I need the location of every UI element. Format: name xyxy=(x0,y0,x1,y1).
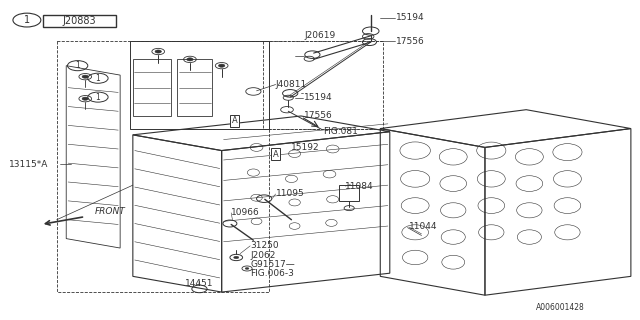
Circle shape xyxy=(187,58,193,61)
Circle shape xyxy=(155,50,161,53)
Circle shape xyxy=(82,75,88,78)
Text: 31250: 31250 xyxy=(250,241,279,250)
Circle shape xyxy=(234,256,239,259)
Text: J40811: J40811 xyxy=(276,80,307,89)
Text: J20619: J20619 xyxy=(304,31,335,40)
Text: 1: 1 xyxy=(95,92,100,102)
Text: 15194: 15194 xyxy=(396,13,425,22)
Text: 17556: 17556 xyxy=(396,37,425,46)
Text: 1: 1 xyxy=(95,74,100,83)
Text: 14451: 14451 xyxy=(185,279,214,288)
Text: A: A xyxy=(232,116,237,125)
Text: G91517—: G91517— xyxy=(250,260,295,269)
Text: 11095: 11095 xyxy=(276,189,305,198)
Bar xyxy=(339,185,359,201)
Text: 1: 1 xyxy=(24,15,30,25)
Text: FIG.081: FIG.081 xyxy=(323,127,358,136)
Text: 15192: 15192 xyxy=(291,143,320,152)
Text: J20883: J20883 xyxy=(62,16,96,26)
Circle shape xyxy=(245,268,249,269)
Text: 15194: 15194 xyxy=(304,92,333,102)
Text: 13115*A: 13115*A xyxy=(9,160,49,169)
Text: 1: 1 xyxy=(76,61,80,70)
Text: 10966: 10966 xyxy=(231,208,260,217)
Text: 11044: 11044 xyxy=(409,222,437,231)
Text: A006001428: A006001428 xyxy=(536,303,584,312)
Text: J2062: J2062 xyxy=(250,251,276,260)
Text: A: A xyxy=(273,150,278,159)
Circle shape xyxy=(218,64,225,67)
Text: 11084: 11084 xyxy=(346,181,374,191)
Circle shape xyxy=(82,97,88,100)
Circle shape xyxy=(13,13,41,27)
Text: FIG.006-3: FIG.006-3 xyxy=(250,269,294,278)
Bar xyxy=(43,15,116,27)
Text: FRONT: FRONT xyxy=(95,207,125,216)
Text: 17556: 17556 xyxy=(304,111,333,120)
